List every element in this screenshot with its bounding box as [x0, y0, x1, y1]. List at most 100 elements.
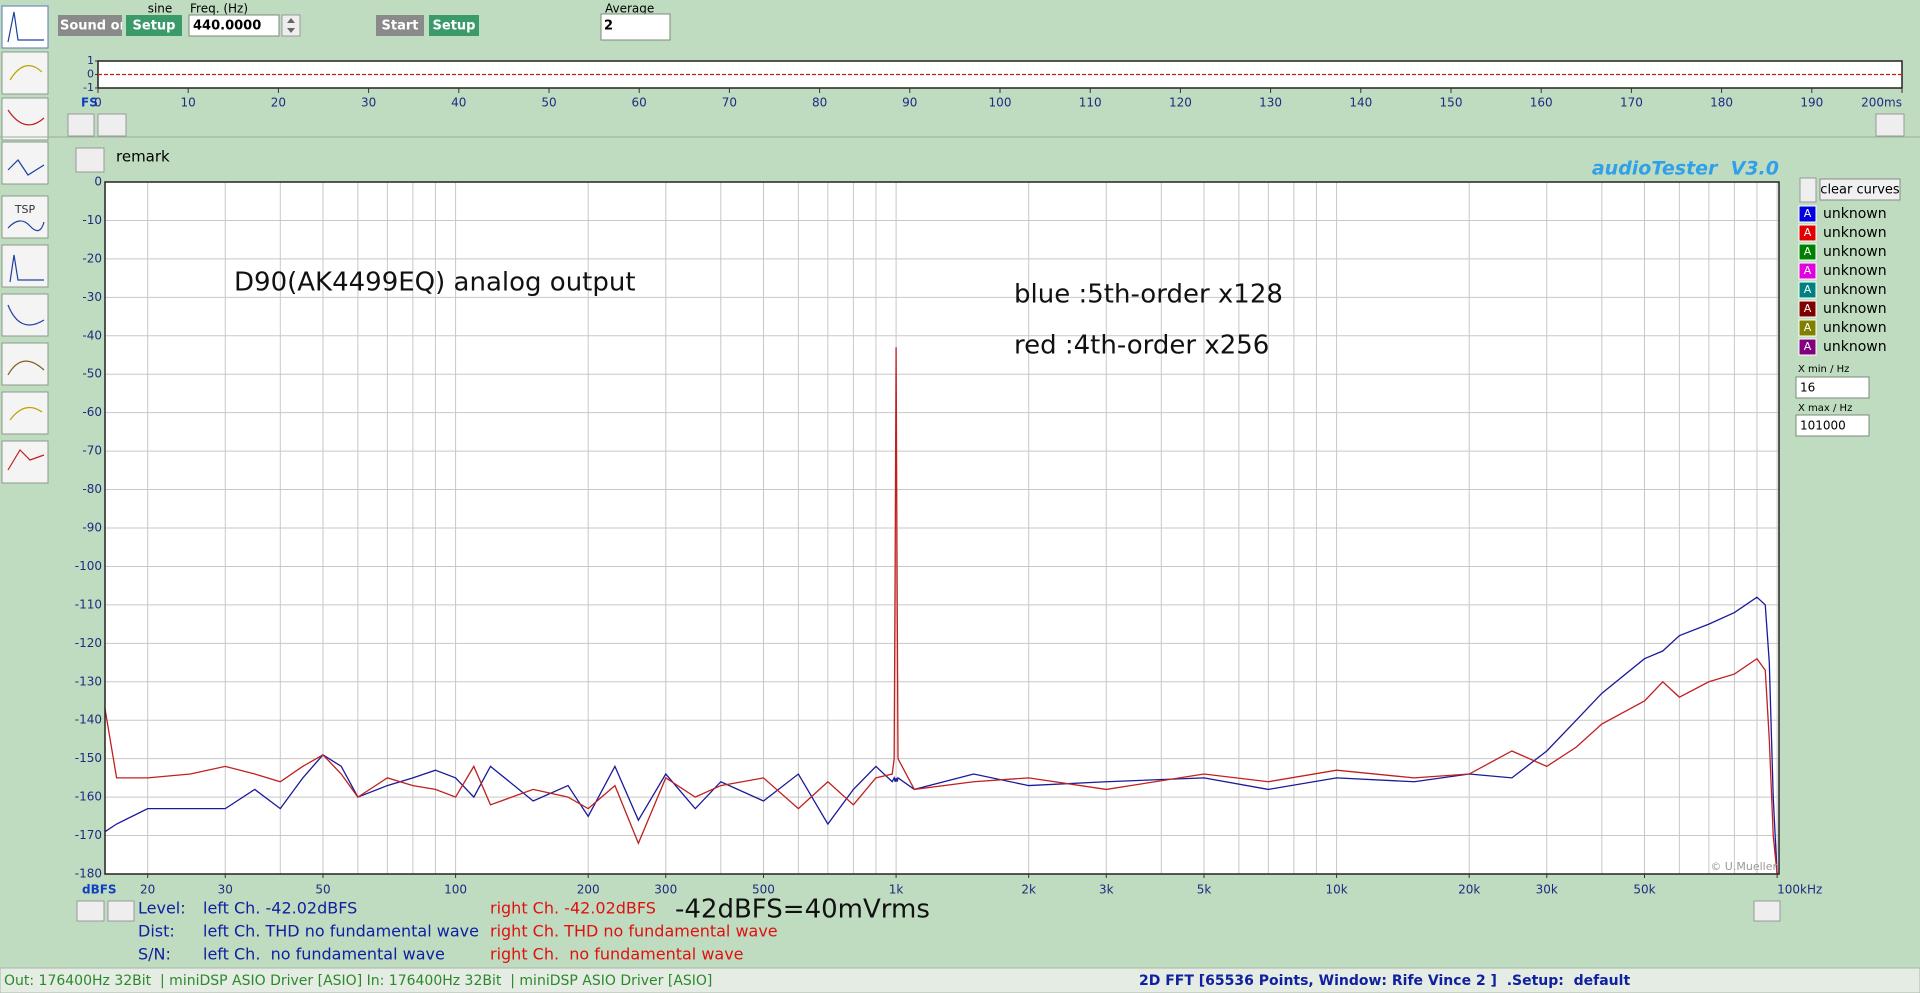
y-tick-label: -10	[82, 213, 102, 227]
freq-value: 440.0000	[193, 19, 261, 34]
average-input[interactable]	[600, 13, 671, 41]
legend-swatch[interactable]	[1798, 224, 1817, 242]
tool-icon[interactable]	[1, 97, 49, 141]
average-value: 2	[604, 19, 613, 34]
clear-curves-button[interactable]	[1819, 178, 1901, 201]
legend-swatch[interactable]	[1798, 243, 1817, 261]
curve	[104, 596, 1778, 875]
measure-label: Level:	[138, 899, 186, 918]
y-tick-label: -130	[75, 674, 102, 688]
y-tick-label: -30	[82, 290, 102, 304]
scope-x-tick-label: 20	[271, 96, 286, 110]
scope-x-tick-label: 90	[902, 96, 917, 110]
curve	[104, 347, 1778, 875]
bottom-spinner[interactable]	[76, 900, 105, 922]
legend-label: unknown	[1823, 320, 1887, 336]
scope-y-tick-label: -1	[83, 81, 94, 94]
y-tick-label: -80	[82, 482, 102, 496]
legend-swatch[interactable]	[1798, 300, 1817, 318]
scope-x-tick-label: 50	[541, 96, 556, 110]
icon-glyph	[9, 254, 44, 283]
legend-marker: A	[1804, 226, 1812, 239]
measure-right: right Ch. -42.02dBFS	[490, 899, 656, 918]
x-tick-label: 500	[752, 883, 775, 897]
tool-icon[interactable]	[1, 141, 49, 185]
y-tick-label: -140	[75, 713, 102, 727]
status-left: Out: 176400Hz 32Bit | miniDSP ASIO Drive…	[4, 973, 712, 989]
sound-button[interactable]	[58, 15, 122, 36]
freq-input[interactable]	[188, 14, 280, 37]
start-button-label: Start	[382, 19, 419, 34]
sidebar-glyphs	[7, 11, 45, 471]
x-tick-label: 20	[140, 883, 155, 897]
clear-curves-label: clear curves	[1820, 183, 1900, 198]
scope-x-tick-label: 60	[632, 96, 647, 110]
legend-swatch[interactable]	[1798, 205, 1817, 223]
legend-swatch[interactable]	[1798, 319, 1817, 337]
legend-label: unknown	[1823, 206, 1887, 222]
scope-spinner[interactable]	[67, 113, 95, 137]
legend-label: unknown	[1823, 339, 1887, 355]
legend-marker: A	[1804, 245, 1812, 258]
tool-icon[interactable]	[1, 293, 49, 337]
measure-label: Dist:	[138, 922, 175, 941]
tool-icon[interactable]	[1, 391, 49, 435]
icon-glyph	[7, 304, 45, 326]
scope-x-tick-label: 0	[94, 96, 102, 110]
xmax-input[interactable]	[1795, 414, 1870, 437]
curves-spinner[interactable]	[1799, 177, 1817, 203]
legend-swatch[interactable]	[1798, 338, 1817, 356]
status-bar	[0, 967, 1920, 993]
icon-glyph	[7, 109, 45, 126]
y-tick-label: -120	[75, 636, 102, 650]
x-tick-label: 100kHz	[1777, 883, 1822, 897]
chart-title: D90(AK4499EQ) analog output	[234, 268, 636, 298]
x-tick-label: 50	[315, 883, 330, 897]
tool-icon[interactable]	[1, 195, 49, 239]
setup-button-label: Setup	[133, 19, 176, 34]
setup-button[interactable]	[429, 15, 479, 36]
scope-scroll[interactable]	[1875, 113, 1905, 137]
y-tick-label: -150	[75, 751, 102, 765]
remark-label: remark	[116, 148, 170, 166]
remark-spinner[interactable]	[75, 147, 105, 173]
tool-icon[interactable]	[1, 244, 49, 288]
measure-right: right Ch. no fundamental wave	[490, 945, 744, 964]
status-right: 2D FFT [65536 Points, Window: Rife Vince…	[1139, 973, 1630, 989]
legend-swatch[interactable]	[1798, 281, 1817, 299]
setup-button-label: Setup	[433, 19, 476, 34]
y-tick-label: -20	[82, 251, 102, 265]
footnote: -42dBFS=40mVrms	[675, 895, 930, 925]
scope-x-tick-label: 200ms	[1861, 96, 1902, 110]
tool-icon[interactable]	[1, 51, 49, 95]
start-button[interactable]	[376, 15, 424, 36]
legend-marker: A	[1804, 302, 1812, 315]
x-tick-label: 300	[654, 883, 677, 897]
scope-x-tick-label: 40	[451, 96, 466, 110]
icon-glyph	[9, 65, 43, 81]
legend-swatch[interactable]	[1798, 262, 1817, 280]
x-scroll[interactable]	[1753, 900, 1781, 922]
scope-scroll[interactable]	[97, 113, 127, 137]
y-tick-label: -100	[75, 559, 102, 573]
tool-icon[interactable]	[1, 440, 49, 484]
scope-y-tick-label: 0	[87, 68, 94, 81]
measure-right: right Ch. THD no fundamental wave	[490, 922, 778, 941]
legend-marker: A	[1804, 283, 1812, 296]
setup-button[interactable]	[126, 15, 182, 36]
x-scroll[interactable]	[107, 900, 135, 922]
tool-icon[interactable]	[1, 5, 49, 49]
scope-x-tick-label: 190	[1800, 96, 1823, 110]
icon-glyph	[9, 406, 43, 421]
xmin-input[interactable]	[1795, 376, 1870, 399]
x-tick-label: 2k	[1021, 883, 1036, 897]
y-tick-label: -180	[75, 867, 102, 881]
tool-icon[interactable]	[1, 342, 49, 386]
legend-label: unknown	[1823, 282, 1887, 298]
y-tick-label: -90	[82, 521, 102, 535]
scope-x-tick-label: 150	[1440, 96, 1463, 110]
freq-spinner[interactable]	[281, 14, 301, 37]
